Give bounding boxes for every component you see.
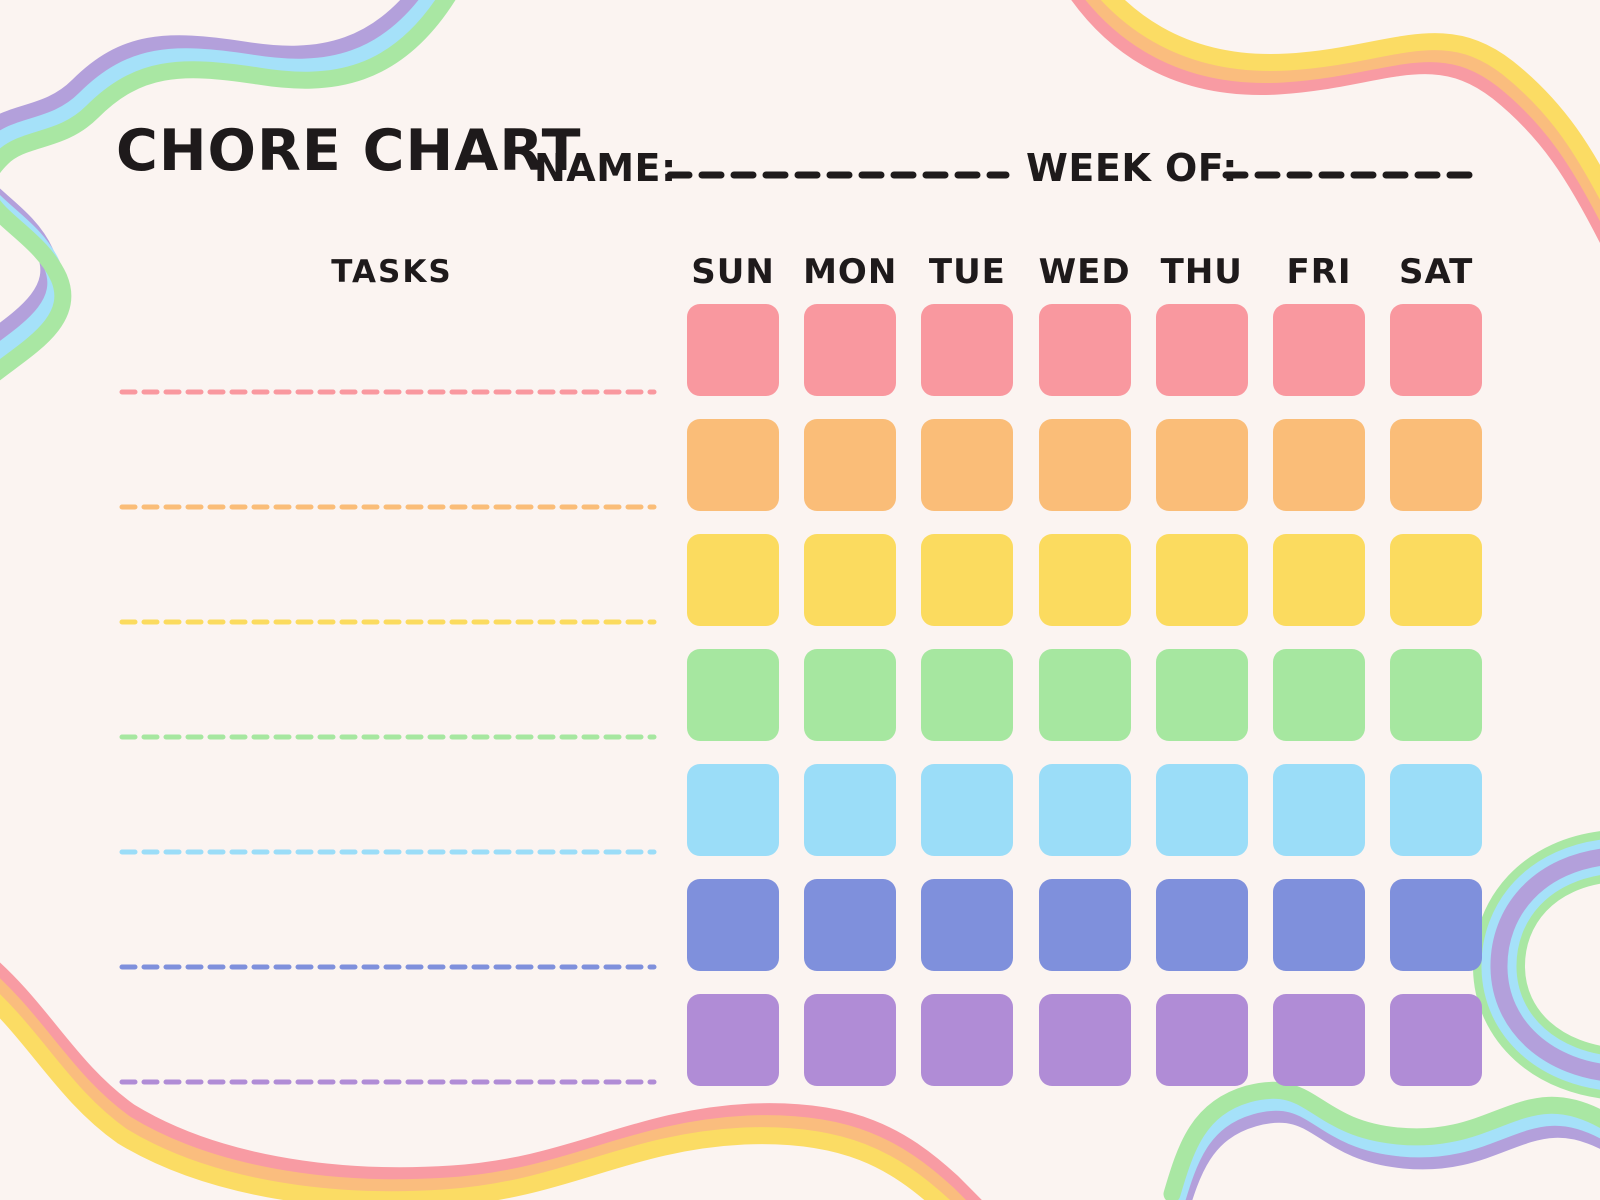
day-header-sat: SAT [1399, 252, 1474, 292]
chore-cell-3-thu[interactable] [1155, 534, 1248, 626]
chore-cell-1-tue[interactable] [921, 304, 1014, 396]
day-header-fri: FRI [1286, 252, 1352, 292]
chore-cell-1-wed[interactable] [1038, 304, 1131, 396]
chore-cell-4-mon[interactable] [804, 649, 897, 741]
chore-cell-3-tue[interactable] [921, 534, 1014, 626]
name-line[interactable] [662, 168, 1014, 182]
chore-cell-5-mon[interactable] [804, 764, 897, 856]
chore-cell-5-tue[interactable] [921, 764, 1014, 856]
chore-cell-6-sat[interactable] [1390, 879, 1483, 971]
chore-cell-2-tue[interactable] [921, 419, 1014, 511]
day-header-wed: WED [1038, 252, 1131, 292]
rainbow-bottom-right-tail [1172, 1090, 1600, 1200]
chore-cell-7-tue[interactable] [921, 994, 1014, 1086]
task-row-7-write-line[interactable] [118, 1076, 658, 1088]
chore-cell-6-sun[interactable] [687, 879, 779, 971]
rainbow-top-left [0, 0, 448, 388]
chore-cell-6-wed[interactable] [1038, 879, 1131, 971]
day-header-thu: THU [1160, 252, 1243, 292]
chore-cell-4-wed[interactable] [1038, 649, 1131, 741]
task-row-5-write-line[interactable] [118, 846, 658, 858]
chore-cell-3-sat[interactable] [1390, 534, 1483, 626]
chore-cell-4-thu[interactable] [1155, 649, 1248, 741]
chore-cell-5-sun[interactable] [687, 764, 779, 856]
chore-cell-2-wed[interactable] [1038, 419, 1131, 511]
chore-cell-2-sun[interactable] [687, 419, 779, 511]
chore-cell-2-sat[interactable] [1390, 419, 1483, 511]
chore-cell-7-sat[interactable] [1390, 994, 1483, 1086]
chore-cell-7-fri[interactable] [1273, 994, 1365, 1086]
day-header-tue: TUE [928, 252, 1006, 292]
chore-cell-4-sat[interactable] [1390, 649, 1483, 741]
page-title: CHORE CHART [116, 118, 582, 184]
task-row-3-write-line[interactable] [118, 616, 658, 628]
chore-cell-6-thu[interactable] [1155, 879, 1248, 971]
week-of-line[interactable] [1218, 168, 1478, 182]
chore-cell-5-fri[interactable] [1273, 764, 1365, 856]
rainbow-top-right [1062, 0, 1600, 240]
chore-cell-7-sun[interactable] [687, 994, 779, 1086]
chore-cell-3-mon[interactable] [804, 534, 897, 626]
chore-cell-2-thu[interactable] [1155, 419, 1248, 511]
chore-cell-4-sun[interactable] [687, 649, 779, 741]
chore-cell-3-wed[interactable] [1038, 534, 1131, 626]
task-row-1-write-line[interactable] [118, 386, 658, 398]
task-row-6-write-line[interactable] [118, 961, 658, 973]
chore-cell-7-wed[interactable] [1038, 994, 1131, 1086]
tasks-column-header: TASKS [331, 254, 453, 290]
task-row-4-write-line[interactable] [118, 731, 658, 743]
chore-cell-6-mon[interactable] [804, 879, 897, 971]
chore-cell-5-wed[interactable] [1038, 764, 1131, 856]
day-header-mon: MON [803, 252, 898, 292]
chore-cell-7-thu[interactable] [1155, 994, 1248, 1086]
chore-cell-1-sat[interactable] [1390, 304, 1483, 396]
chore-cell-6-tue[interactable] [921, 879, 1014, 971]
chore-cell-4-fri[interactable] [1273, 649, 1365, 741]
chore-cell-7-mon[interactable] [804, 994, 897, 1086]
week-of-label: WEEK OF: [1026, 146, 1238, 190]
chore-cell-1-thu[interactable] [1155, 304, 1248, 396]
chore-cell-6-fri[interactable] [1273, 879, 1365, 971]
day-header-sun: SUN [691, 252, 775, 292]
chore-cell-1-fri[interactable] [1273, 304, 1365, 396]
chore-cell-2-mon[interactable] [804, 419, 897, 511]
name-label: NAME: [534, 146, 677, 190]
rainbow-bottom-right-loop [1499, 856, 1600, 1074]
chore-cell-4-tue[interactable] [921, 649, 1014, 741]
task-row-2-write-line[interactable] [118, 501, 658, 513]
chore-cell-5-sat[interactable] [1390, 764, 1483, 856]
chore-cell-1-sun[interactable] [687, 304, 779, 396]
chore-cell-2-fri[interactable] [1273, 419, 1365, 511]
chore-cell-3-fri[interactable] [1273, 534, 1365, 626]
chore-cell-1-mon[interactable] [804, 304, 897, 396]
chore-cell-5-thu[interactable] [1155, 764, 1248, 856]
chore-cell-3-sun[interactable] [687, 534, 779, 626]
